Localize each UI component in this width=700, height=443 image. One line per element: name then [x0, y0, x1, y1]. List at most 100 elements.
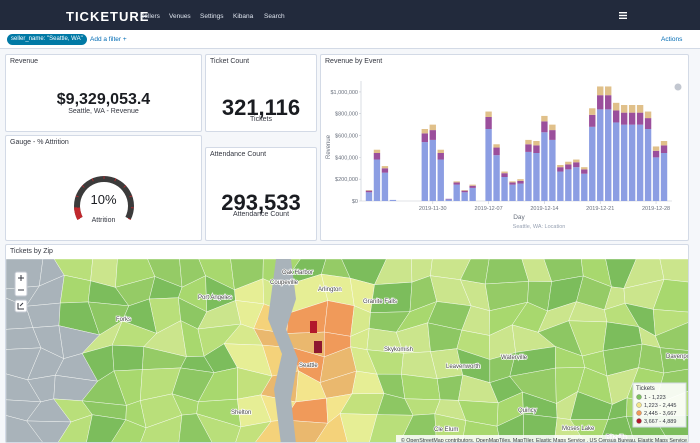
map-region	[6, 415, 43, 442]
bar-segment	[652, 146, 660, 151]
bar-segment	[644, 118, 652, 129]
bar-segment	[573, 162, 580, 168]
nav-link[interactable]: Kibana	[233, 13, 254, 20]
bar-segment	[517, 183, 524, 201]
bar-segment	[421, 129, 428, 134]
bar-segment	[549, 130, 556, 140]
gauge-tick	[129, 195, 133, 198]
bar-segment	[557, 167, 564, 172]
nav-link[interactable]: Search	[264, 13, 285, 20]
bar-segment	[469, 187, 476, 201]
bar-segment	[493, 144, 500, 148]
bar-segment	[628, 124, 636, 201]
place-label: Oak Harbor	[282, 270, 313, 276]
high-zone	[310, 321, 317, 333]
filter-pill[interactable]: seller_name: "Seattle, WA"	[7, 34, 87, 45]
menu-icon[interactable]	[619, 12, 627, 19]
bar-segment	[581, 167, 588, 170]
legend-swatch	[636, 418, 642, 424]
metric-label: Attendance Count	[232, 211, 290, 218]
place-label: Granite Falls	[363, 299, 397, 305]
attribution: © OpenStreetMap contributors, OpenMapTil…	[401, 437, 687, 443]
gauge-tick	[77, 217, 81, 220]
bar-segment	[461, 192, 468, 201]
y-tick-label: $200,000	[335, 177, 358, 183]
bar-segment	[373, 153, 381, 160]
bar-segment	[605, 109, 612, 201]
bar-segment	[620, 105, 628, 113]
map-region	[484, 259, 530, 285]
bar-segment	[597, 109, 604, 201]
bar-segment	[381, 168, 389, 173]
gauge-tick	[114, 178, 117, 182]
bar-segment	[620, 124, 628, 201]
gauge-panel: Gauge - % Attrition 10% Attrition	[5, 135, 202, 241]
map-region	[178, 413, 213, 442]
bar-segment	[453, 181, 460, 183]
bar-segment	[437, 153, 444, 160]
bar-segment	[612, 122, 620, 201]
bar-segment	[597, 95, 604, 110]
gauge-tick	[75, 195, 79, 198]
legend-swatch	[636, 394, 642, 400]
map-region	[399, 413, 437, 442]
bar-segment	[453, 184, 460, 201]
gauge-tick	[91, 178, 94, 182]
place-label: Davenport	[666, 354, 689, 360]
x-tick-label: 2019-11-30	[419, 206, 447, 212]
bar-segment	[373, 149, 381, 153]
bar-segment	[429, 139, 436, 201]
bar-segment	[381, 172, 389, 201]
filter-bar: seller_name: "Seattle, WA" Add a filter …	[0, 30, 700, 49]
map-region	[315, 413, 348, 442]
map-region	[339, 413, 378, 442]
place-label: Cle Elum	[434, 427, 458, 433]
bar-segment	[381, 166, 389, 169]
bar-segment	[485, 117, 492, 129]
bar-segment	[565, 164, 572, 170]
map-region	[196, 413, 242, 442]
bar-segment	[573, 167, 580, 201]
bar-segment	[421, 133, 428, 143]
bar-segment	[605, 86, 612, 96]
bar-segment	[501, 177, 508, 201]
map-region	[370, 281, 413, 313]
add-filter[interactable]: Add a filter +	[90, 36, 127, 43]
x-tick-label: 2019-12-07	[475, 206, 503, 212]
bar-segment	[589, 108, 596, 115]
metric-label: Seattle, WA - Revenue	[68, 108, 139, 115]
map-region	[111, 344, 145, 372]
map-region	[235, 421, 272, 442]
bar-segment	[501, 171, 508, 174]
metric-value: $9,329,053.4	[56, 91, 151, 108]
nav-link[interactable]: Venues	[169, 13, 191, 20]
bar-segment	[429, 124, 436, 131]
map-region	[26, 420, 72, 442]
actions[interactable]: Actions	[661, 36, 683, 43]
bar-segment	[501, 173, 508, 177]
legend-swatch	[636, 402, 642, 408]
nav-link[interactable]: Sellers	[140, 13, 160, 20]
map-region	[140, 414, 183, 442]
place-label: Seattle	[299, 363, 318, 369]
bar-segment	[525, 139, 532, 145]
nav-link[interactable]: Settings	[200, 13, 224, 20]
bar-segment	[652, 157, 660, 201]
panel-title: Ticket Count	[210, 58, 250, 65]
y-tick-label: $400,000	[335, 155, 358, 161]
navbar: TICKETURE Sellers Venues Settings Kibana Sea…	[0, 0, 700, 30]
map-region	[434, 413, 467, 442]
legend-toggle[interactable]	[674, 83, 682, 91]
bar-segment	[605, 95, 612, 110]
bar-segment	[453, 182, 460, 185]
bar-segment	[541, 132, 548, 201]
bar-segment	[628, 112, 636, 125]
chart-title: Revenue by Event	[325, 58, 382, 65]
bar-segment	[533, 145, 540, 153]
logo[interactable]: TICKETURE	[66, 9, 150, 24]
bar-segment	[541, 115, 548, 122]
place-label: Skykomish	[384, 347, 413, 353]
draw-control[interactable]	[14, 299, 28, 313]
gauge-tick	[123, 185, 127, 188]
bar-segment	[636, 112, 644, 125]
